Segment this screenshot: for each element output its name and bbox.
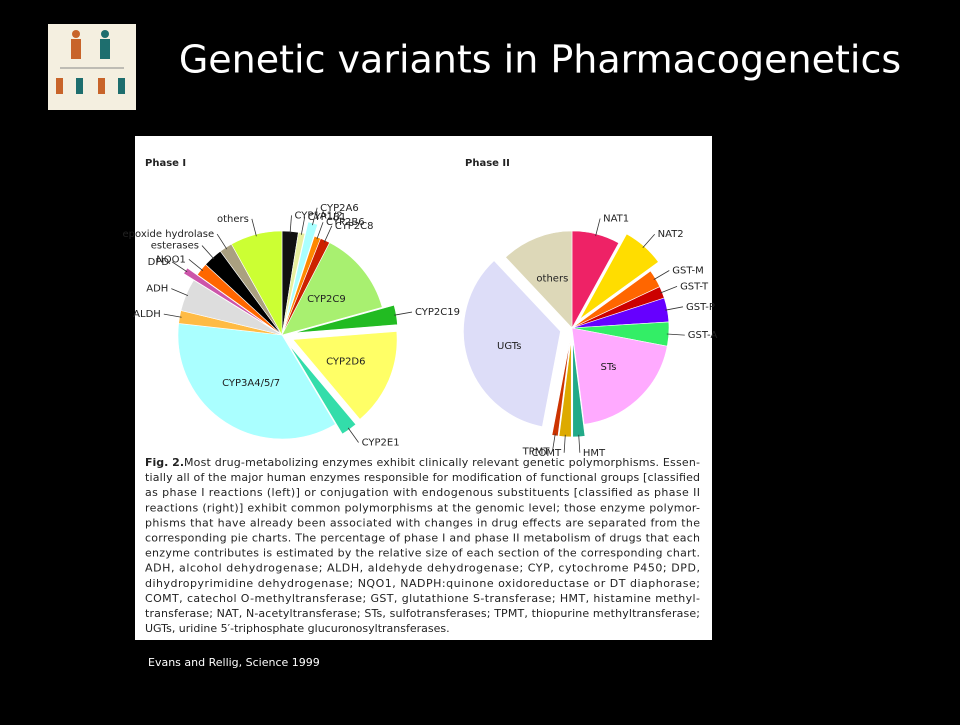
- pie-slice: [177, 323, 336, 440]
- pie-slice: [505, 230, 573, 329]
- slice-label: ADH: [146, 284, 168, 295]
- slice-label: CYP2D6: [326, 357, 365, 368]
- pie-slice: [281, 242, 383, 336]
- slice-label: ALDH: [133, 309, 161, 320]
- slice-label: esterases: [151, 241, 199, 252]
- leader-line: [347, 427, 359, 443]
- leader-line: [216, 233, 228, 250]
- leader-line: [171, 288, 189, 296]
- leader-line: [188, 259, 204, 271]
- slice-label: COMT: [532, 448, 562, 459]
- caption-line: transferase; NAT, N-acetyltransferase; S…: [145, 607, 700, 620]
- caption-line: Most drug-metabolizing enzymes exhibit c…: [184, 456, 700, 469]
- slice-label: UGTs: [497, 341, 521, 352]
- slice-label: HMT: [583, 448, 606, 459]
- slice-label: CYP2B6: [326, 217, 365, 228]
- slice-label: DPD: [148, 257, 170, 268]
- leader-line: [316, 222, 324, 240]
- leader-line: [171, 261, 188, 273]
- leader-line: [163, 313, 182, 318]
- leader-line: [666, 333, 685, 336]
- slice-label: CYP2E1: [362, 438, 400, 449]
- slice-label: CYP2C19: [415, 307, 460, 318]
- slice-label: GST-P: [686, 302, 715, 313]
- leader-line: [311, 207, 318, 226]
- caption-line: ADH, alcohol dehydrogenase; ALDH, aldehy…: [145, 562, 700, 575]
- leader-line: [578, 434, 581, 453]
- slide-title: Genetic variants in Pharmacogenetics: [179, 38, 901, 82]
- caption-line: reactions (right)] exhibit common polymo…: [145, 501, 700, 514]
- slice-label: CYP2C9: [307, 294, 346, 305]
- slice-label: NQO1: [156, 254, 186, 265]
- leader-line: [251, 218, 257, 237]
- pie-title: Phase I: [145, 158, 186, 169]
- pie-slice: [463, 260, 561, 427]
- slice-label: CYP1A1/2: [295, 210, 343, 221]
- slice-label: epoxide hydrolase: [123, 229, 215, 240]
- leader-line: [660, 286, 678, 294]
- leader-line: [642, 233, 655, 249]
- slice-label: others: [536, 273, 568, 284]
- caption-line: COMT, catechol O-methyltransferase; GST,…: [145, 592, 700, 605]
- citation: Evans and Rellig, Science 1999: [148, 656, 320, 669]
- slice-label: CYP2C8: [335, 221, 374, 232]
- leader-line: [289, 215, 292, 234]
- leader-line: [552, 433, 556, 452]
- slice-label: CYP3A4/5/7: [222, 378, 280, 389]
- pie-title: Phase II: [465, 158, 510, 169]
- leader-line: [653, 270, 670, 280]
- leader-line: [563, 434, 566, 453]
- leader-line: [324, 225, 333, 243]
- caption-line: corresponding pie charts. The percentage…: [145, 532, 700, 545]
- pie-slice: [571, 327, 668, 425]
- leader-line: [595, 218, 601, 237]
- slice-label: GST-A: [688, 330, 718, 341]
- leader-line: [665, 306, 684, 311]
- slice-label: STs: [601, 362, 617, 373]
- slice-label: CYP1B1: [308, 212, 347, 223]
- slice-label: NAT2: [658, 229, 684, 240]
- caption-line: dihydropyrimidine dehydrogenase; NQO1, N…: [145, 577, 700, 590]
- caption-line: tially all of the major human enzymes re…: [145, 471, 700, 484]
- caption-line: phisms that have already been associated…: [145, 516, 700, 529]
- slice-label: CYP2A6: [320, 203, 359, 214]
- pie-slice: [292, 331, 398, 420]
- leader-line: [300, 217, 306, 235]
- caption-line: as phase I reactions (left)] or conjugat…: [145, 486, 700, 499]
- slice-label: GST-M: [672, 265, 704, 276]
- figure-label: Fig. 2.: [145, 456, 184, 469]
- slice-label: others: [217, 214, 249, 225]
- leader-line: [201, 245, 215, 260]
- logo: [48, 24, 136, 110]
- slice-label: GST-T: [680, 281, 709, 292]
- caption-line: enzyme contributes is estimated by the r…: [145, 547, 700, 560]
- slice-label: TPMT: [522, 446, 551, 457]
- caption-line: UGTs, uridine 5′-triphosphate glucuronos…: [145, 622, 450, 635]
- slice-label: NAT1: [603, 214, 629, 225]
- leader-line: [394, 311, 413, 316]
